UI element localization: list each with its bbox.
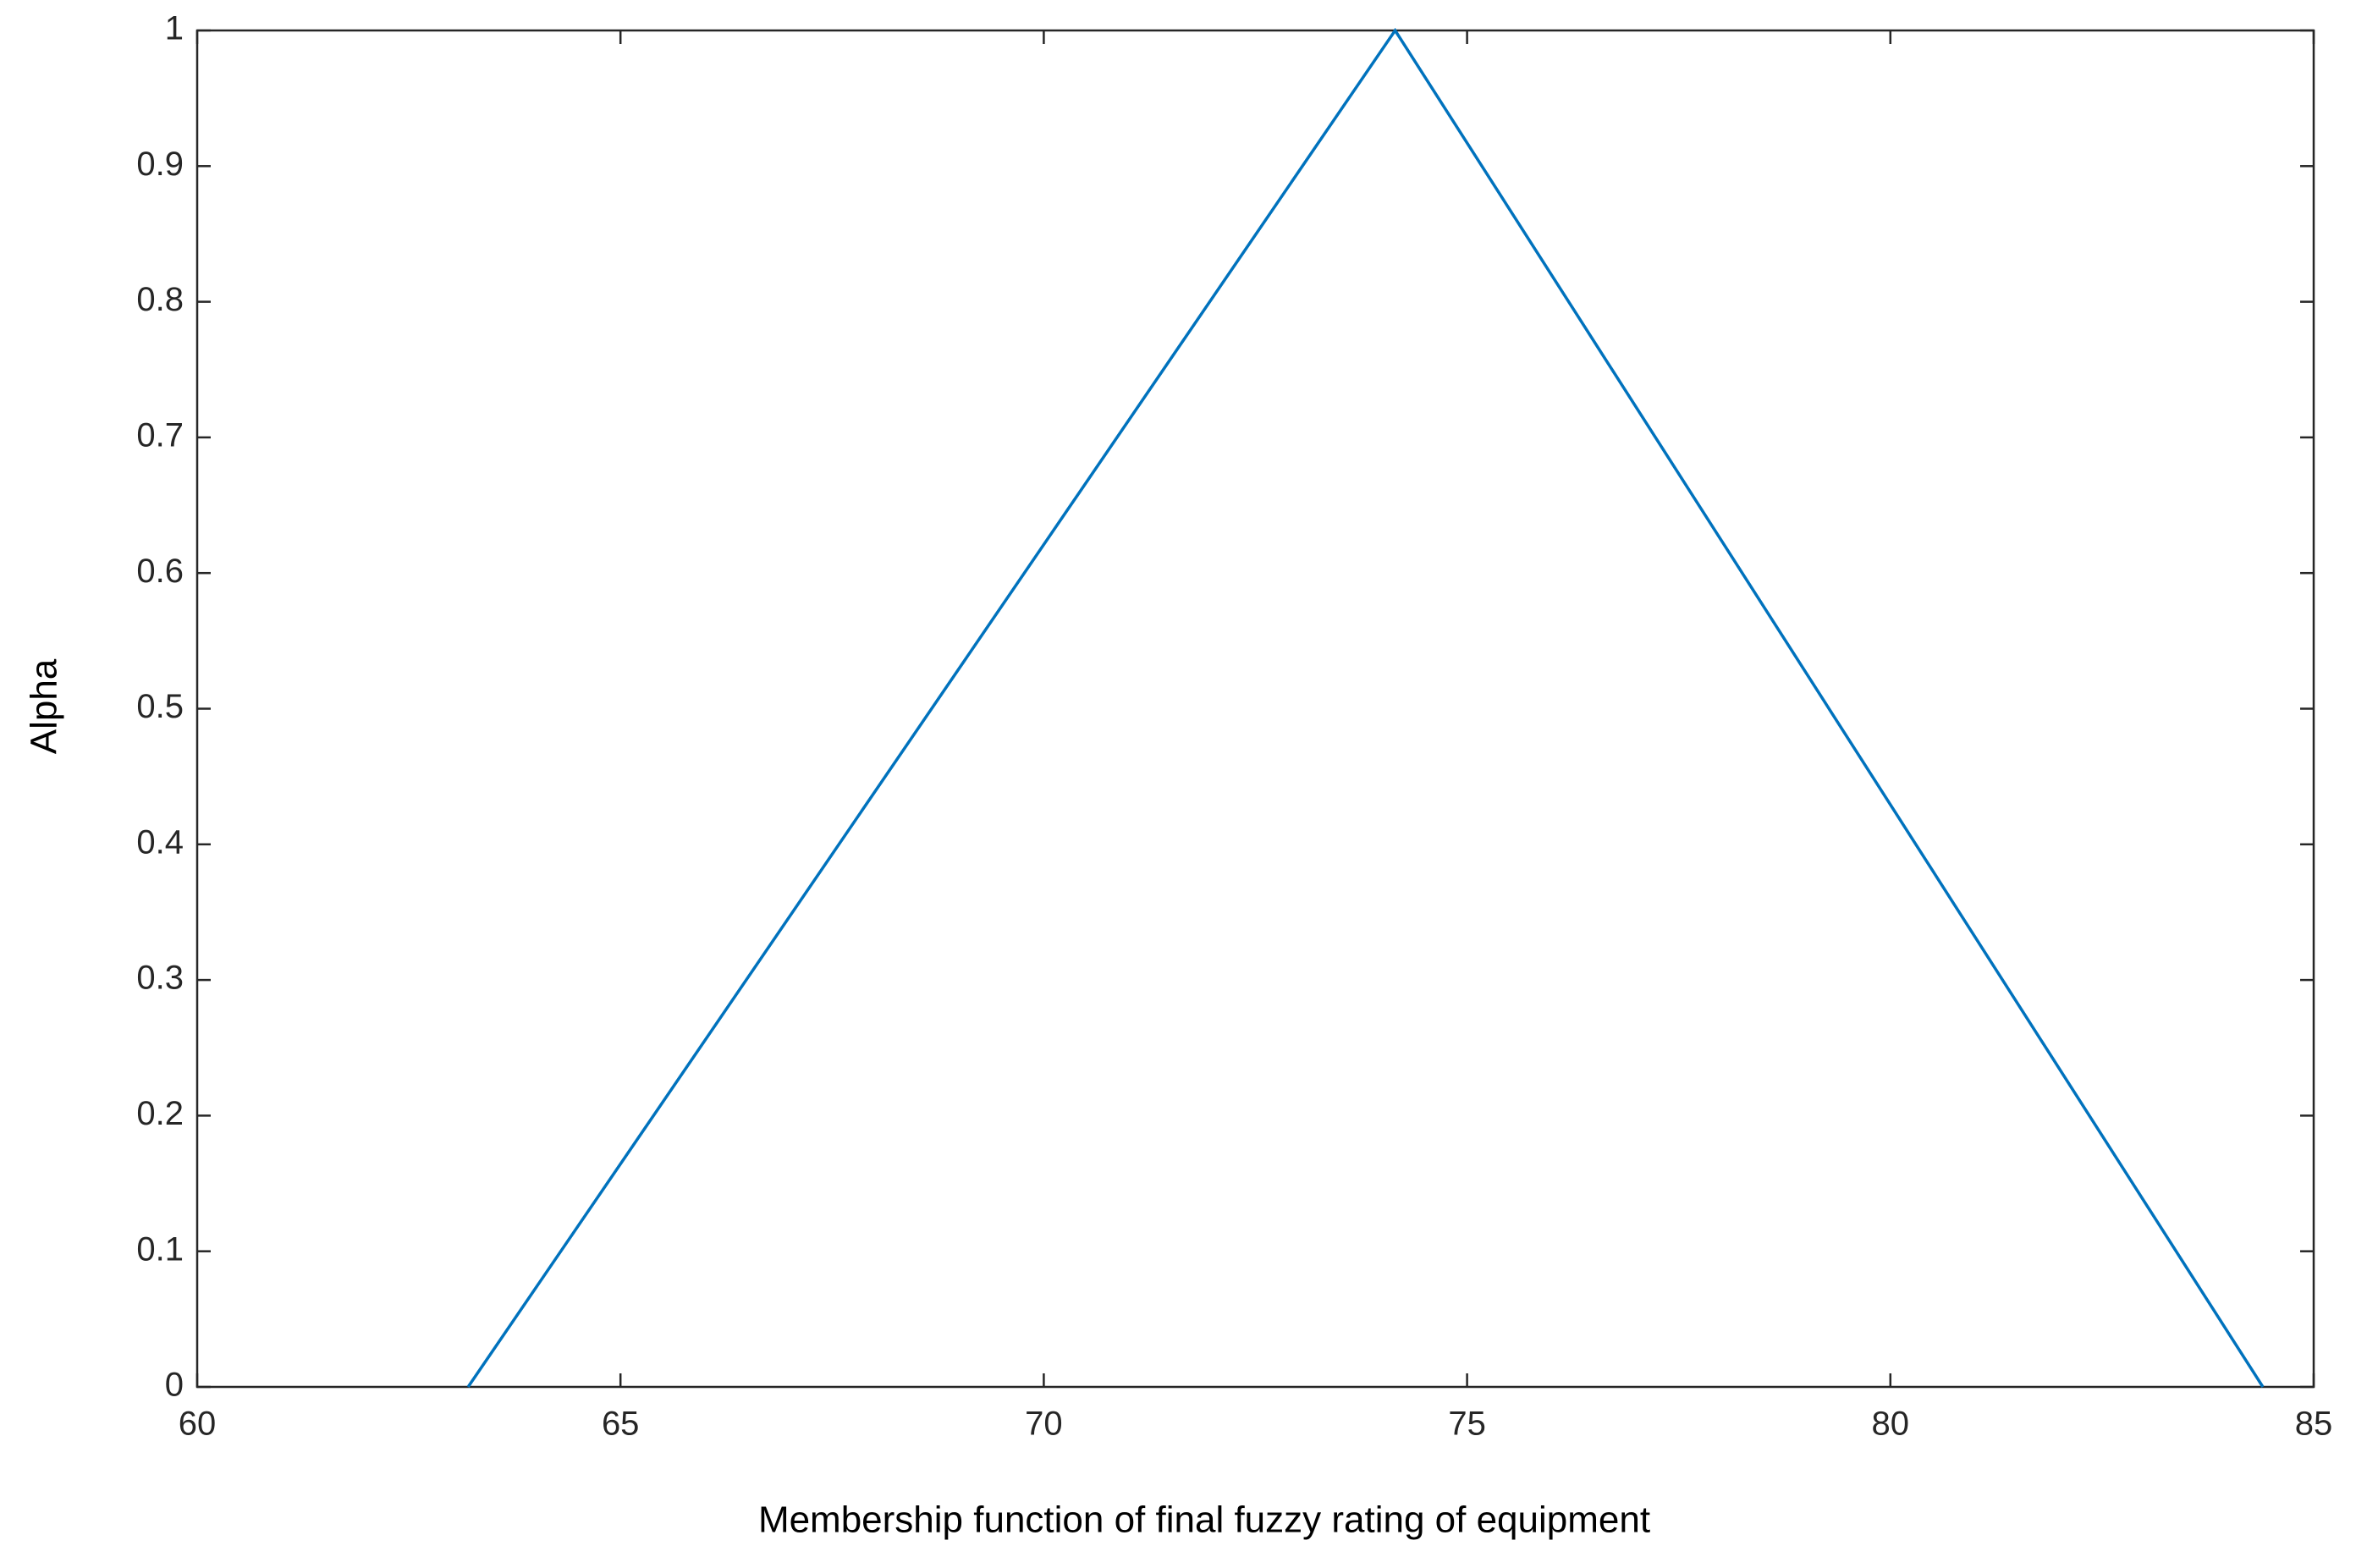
x-tick-label: 60 xyxy=(179,1406,217,1443)
y-tick-label: 0 xyxy=(165,1367,184,1404)
x-tick-label: 80 xyxy=(1872,1406,1910,1443)
y-tick-label: 0.2 xyxy=(136,1095,184,1132)
x-tick-label: 85 xyxy=(2295,1406,2333,1443)
x-tick-label: 65 xyxy=(602,1406,640,1443)
y-tick-label: 0.9 xyxy=(136,146,184,183)
y-tick-label: 0.7 xyxy=(136,416,184,454)
y-tick-label: 0.1 xyxy=(136,1230,184,1268)
y-axis-label: Alpha xyxy=(24,658,65,754)
y-tick-label: 0.8 xyxy=(136,281,184,318)
y-tick-label: 0.6 xyxy=(136,553,184,590)
x-tick-label: 75 xyxy=(1448,1406,1486,1443)
y-tick-label: 1 xyxy=(165,10,184,47)
x-axis-label: Membership function of final fuzzy ratin… xyxy=(758,1499,1650,1541)
series-line xyxy=(466,27,2265,1388)
y-tick-label: 0.3 xyxy=(136,960,184,997)
y-tick-label: 0.5 xyxy=(136,688,184,725)
y-tick-label: 0.4 xyxy=(136,823,184,861)
x-tick-label: 70 xyxy=(1025,1406,1063,1443)
